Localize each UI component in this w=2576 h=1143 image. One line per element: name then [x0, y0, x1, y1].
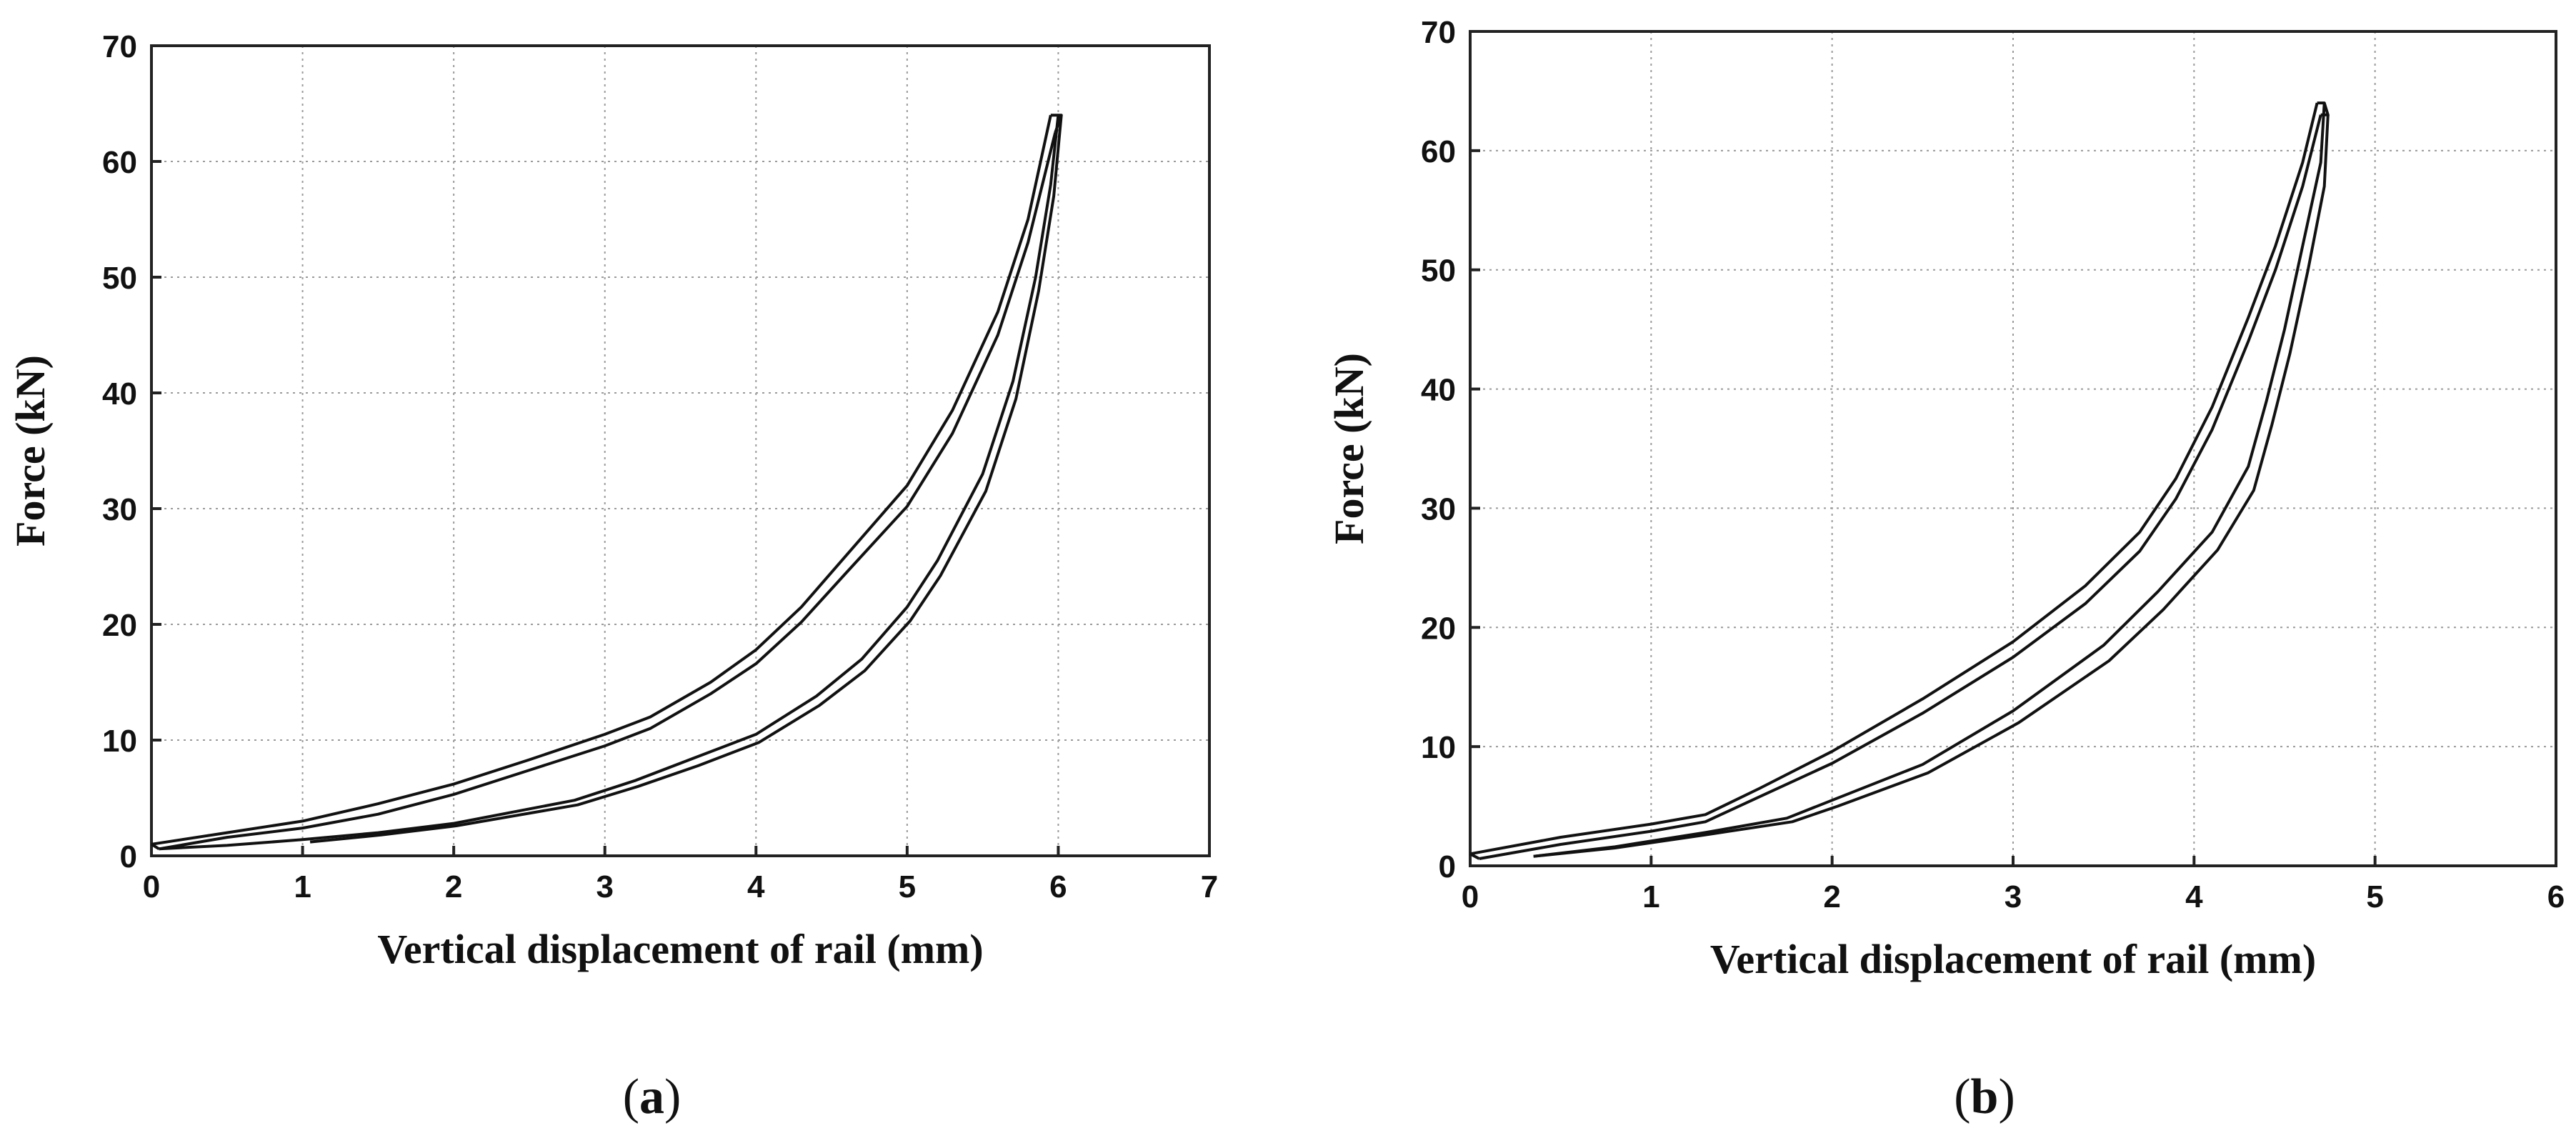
- panel-a-grid: [151, 46, 1209, 856]
- panel-a-x-tick-label: 0: [143, 869, 160, 904]
- panel-b-grid: [1470, 31, 2556, 866]
- panel-a-series-unloading-inner: [309, 115, 1063, 844]
- panel-a-x-tick-label: 2: [445, 869, 462, 904]
- panel-b-y-tick-label: 40: [1421, 373, 1456, 408]
- panel-a-y-tick-label: 0: [120, 839, 137, 874]
- panel-a-x-tick-label: 5: [899, 869, 916, 904]
- panel-a-x-axis-label: Vertical displacement of rail (mm): [377, 926, 983, 972]
- panel-a-origin-connector: [150, 843, 160, 851]
- panel-b-y-tick-label: 60: [1421, 134, 1456, 169]
- panel-b-origin-connector: [1469, 852, 1480, 860]
- panel-b-y-tick-label: 50: [1421, 254, 1456, 289]
- panel-a-x-tick-label: 3: [596, 869, 613, 904]
- panel-a-caption: (a): [623, 1069, 682, 1124]
- panel-b-series-unloading-inner: [1533, 114, 2330, 858]
- panel-a-series-loading-inner: [159, 132, 1057, 851]
- panel-b-x-tick-label: 2: [1823, 879, 1840, 914]
- panel-b-peak-connector: [2317, 101, 2330, 116]
- panel-b-y-tick-label: 20: [1421, 611, 1456, 646]
- panel-b-x-tick-label: 5: [2366, 879, 2383, 914]
- panel-a-y-tick-label: 20: [102, 608, 137, 643]
- panel-a-series-loading-outer: [151, 114, 1052, 846]
- panel-a-y-tick-label: 60: [102, 145, 137, 180]
- panel-b-y-tick-label: 70: [1421, 15, 1456, 50]
- panel-b-series: [1469, 101, 2330, 860]
- panel-a-x-tick-label: 6: [1049, 869, 1067, 904]
- panel-a-x-tick-label: 4: [747, 869, 765, 904]
- panel-b-x-tick-label: 6: [2547, 879, 2565, 914]
- panel-b-y-axis-label: Force (kN): [1326, 353, 1372, 544]
- panel-b-y-tick-label: 0: [1439, 849, 1456, 884]
- panel-b-x-axis-label: Vertical displacement of rail (mm): [1710, 936, 2316, 982]
- panel-b-series-loading-inner: [1479, 114, 2322, 860]
- panel-b-caption: (b): [1954, 1069, 2015, 1124]
- panel-a-y-axis-label: Force (kN): [7, 355, 54, 546]
- panel-a-y-tick-label: 30: [102, 492, 137, 527]
- panel-a-x-tick-label: 7: [1201, 869, 1218, 904]
- panel-b-caption-letter: b: [1971, 1069, 1999, 1124]
- panel-a-series-unloading-outer: [159, 114, 1060, 851]
- panel-a-y-tick-label: 50: [102, 261, 137, 296]
- panel-a-caption-letter: a: [639, 1069, 664, 1124]
- panel-a-peak-connector: [1050, 114, 1063, 134]
- panel-b-series-unloading-outer: [1533, 102, 2326, 858]
- panel-a-y-tick-label: 40: [102, 376, 137, 411]
- panel-b-x-tick-label: 1: [1642, 879, 1659, 914]
- panel-b-x-tick-label: 0: [1462, 879, 1479, 914]
- panel-a-series: [150, 114, 1063, 851]
- panel-b-y-tick-label: 30: [1421, 491, 1456, 526]
- panel-b-x-tick-label: 3: [2005, 879, 2022, 914]
- panel-b-y-tick-label: 10: [1421, 730, 1456, 765]
- panel-a-y-tick-label: 10: [102, 724, 137, 759]
- panel-a-y-tick-label: 70: [102, 29, 137, 64]
- panel-b-series-loading-outer: [1469, 102, 2319, 856]
- panel-a-plot-frame: [150, 44, 1211, 857]
- panel-b-x-tick-label: 4: [2185, 879, 2203, 914]
- panel-a-x-tick-label: 1: [294, 869, 311, 904]
